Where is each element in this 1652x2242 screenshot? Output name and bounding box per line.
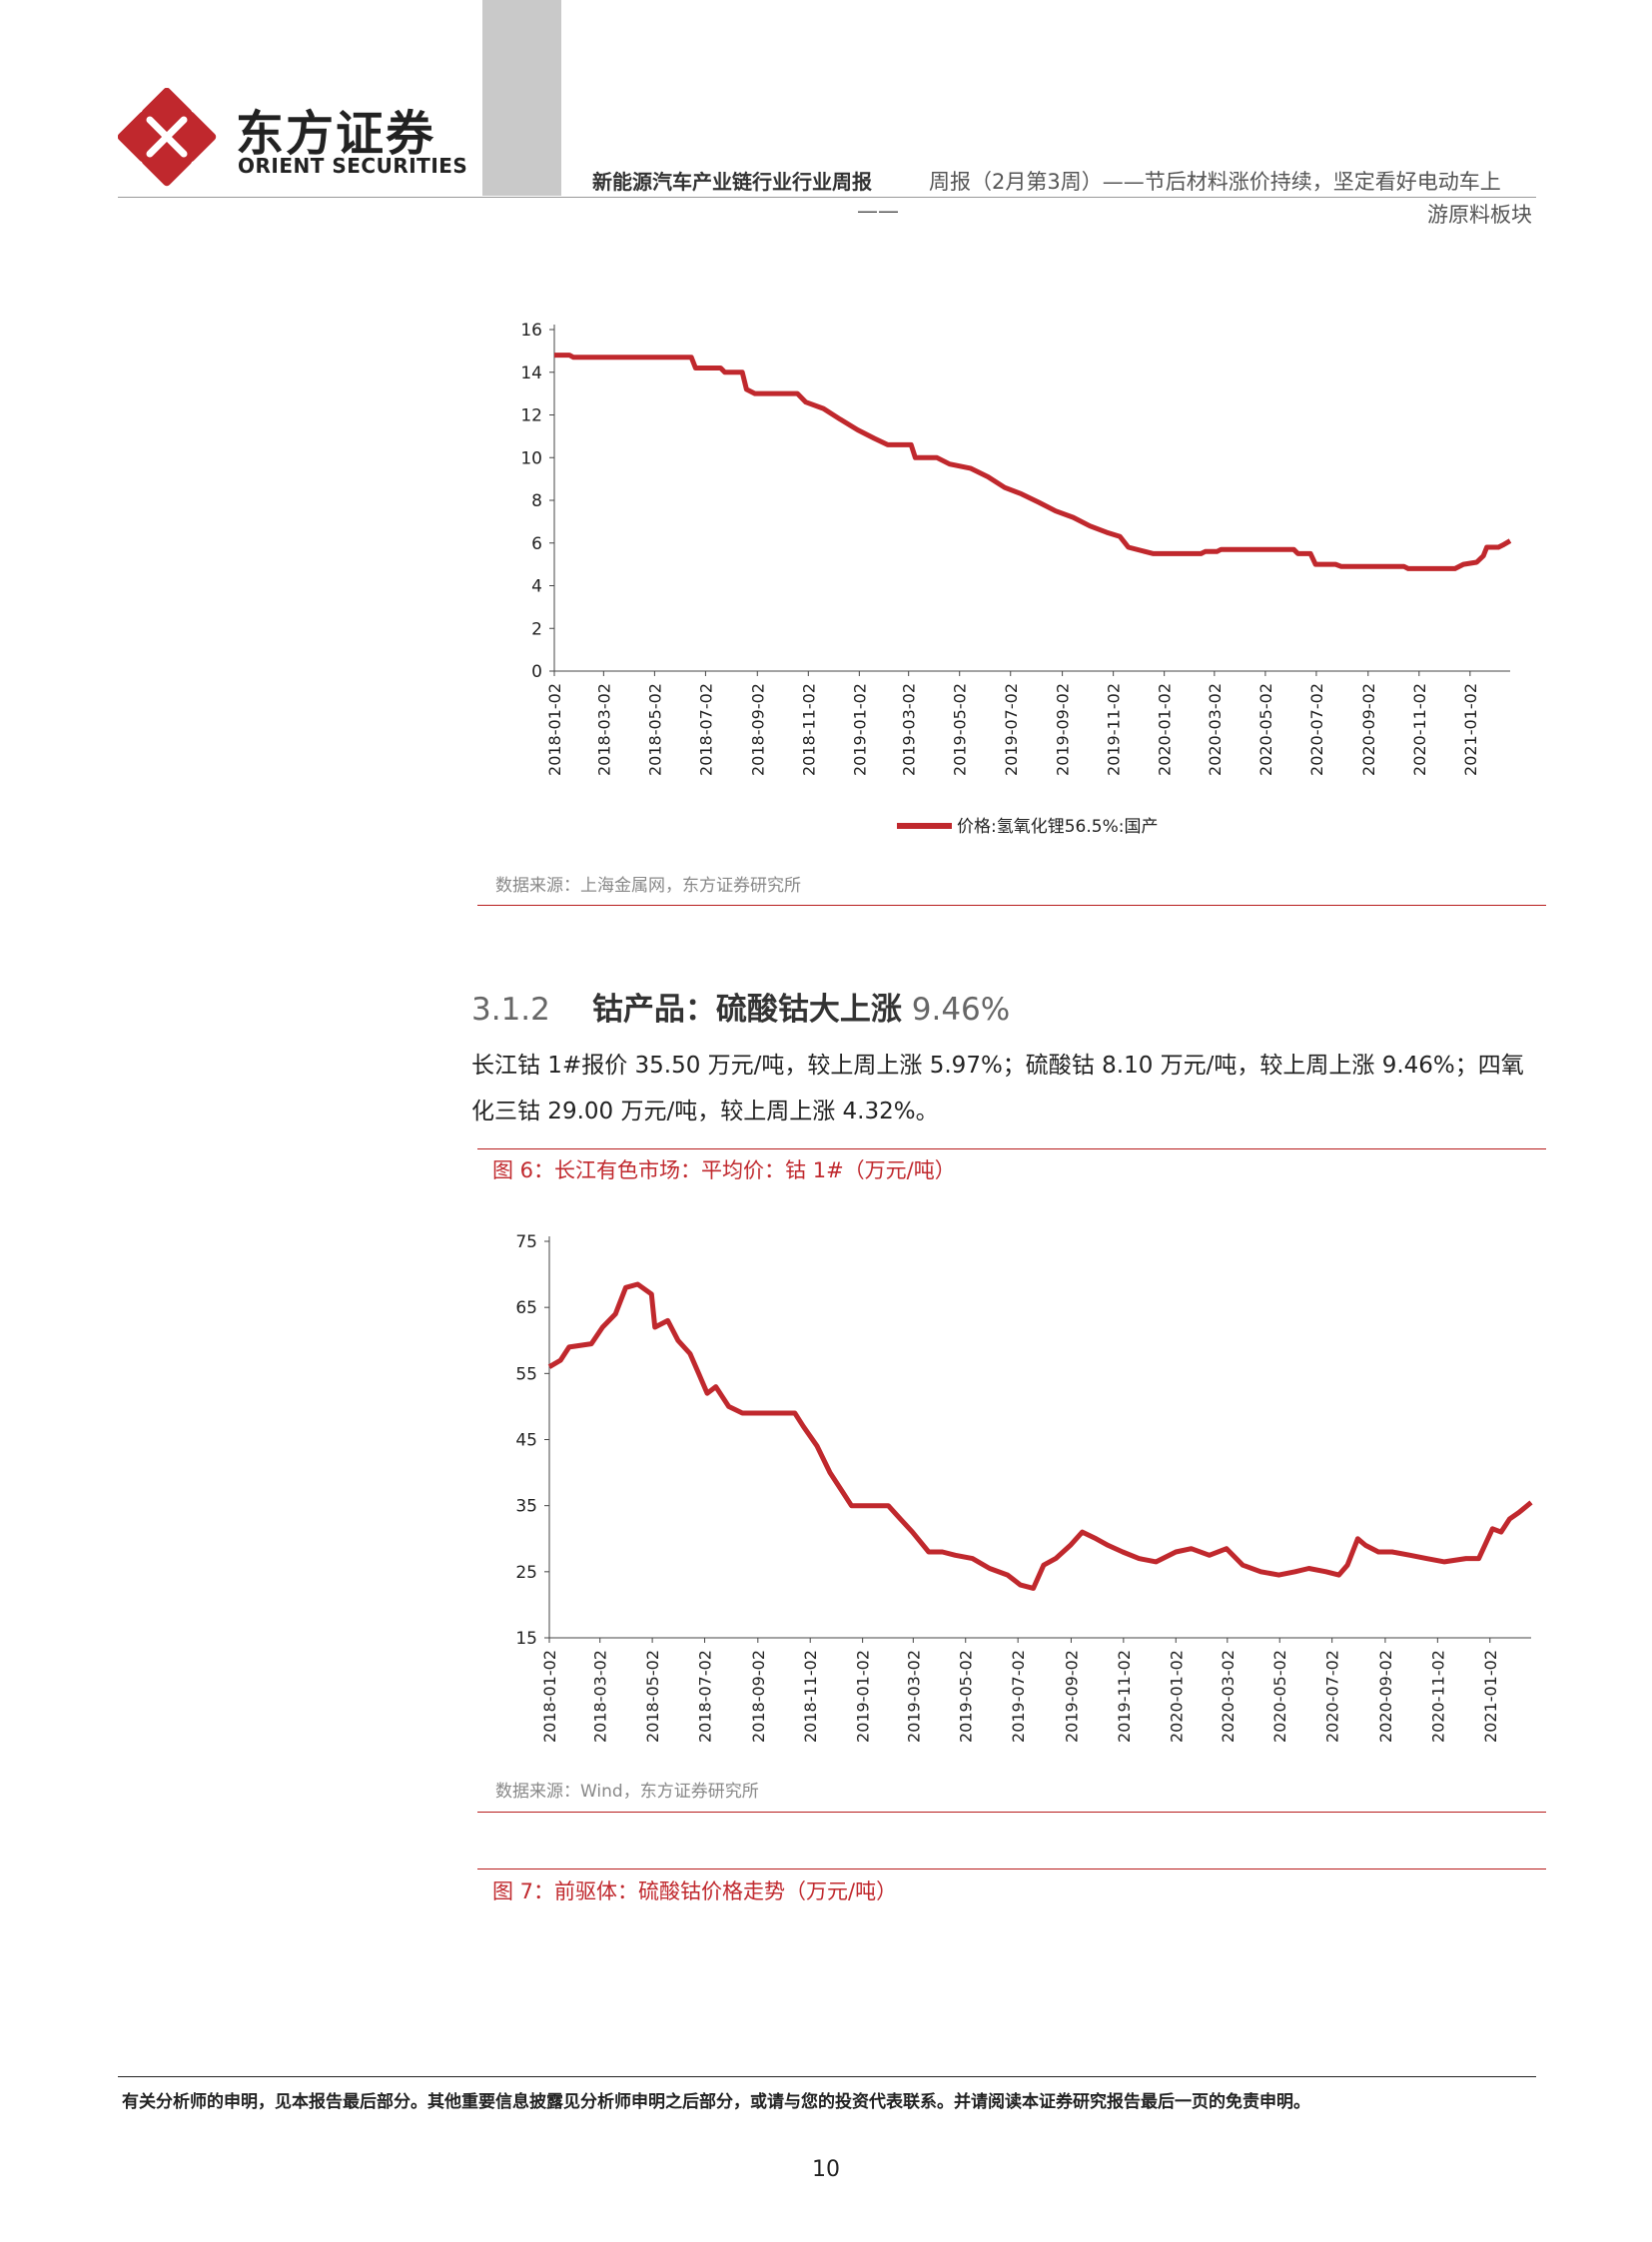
chart2-x-tick-label: 2018-09-02 xyxy=(749,1650,768,1743)
chart2-x-tick-label: 2019-09-02 xyxy=(1062,1650,1081,1743)
chart1-x-tick-label: 2018-09-02 xyxy=(748,683,767,776)
chart2-x-tick-label: 2019-01-02 xyxy=(854,1650,873,1743)
lithium-hydroxide-price-chart: 0 2 4 6 8 10 12 14 16 2018-01-02 2018-03-02 2018-05… xyxy=(520,321,1512,837)
chart1-x-tick-label: 2019-07-02 xyxy=(1002,683,1021,776)
chart2-x-tick-label: 2020-07-02 xyxy=(1323,1650,1342,1743)
chart1-y-tick-label: 14 xyxy=(520,364,542,383)
footer-divider xyxy=(118,2076,1536,2077)
chart2-x-tick-label: 2018-07-02 xyxy=(696,1650,715,1743)
figure7-caption: 图 7：前驱体：硫酸钴价格走势（万元/吨） xyxy=(492,1879,898,1903)
cobalt-price-chart: 15 25 35 45 55 65 75 2018-01-02 2018-03-02 2018-0… xyxy=(515,1232,1533,1743)
chart1-x-tick-label: 2020-09-02 xyxy=(1359,683,1378,776)
brand-name-cn: 东方证券 xyxy=(236,106,436,162)
chart1-x-tick-label: 2020-07-02 xyxy=(1307,683,1326,776)
chart1-divider xyxy=(477,905,1546,906)
report-title-dash: —— xyxy=(857,199,899,223)
chart2-y-tick-label: 35 xyxy=(515,1497,537,1517)
orient-logo-icon xyxy=(118,88,217,187)
figure6-bottom-divider xyxy=(477,1812,1546,1813)
chart2-y-tick-label: 15 xyxy=(515,1629,537,1649)
chart1-y-tick-label: 8 xyxy=(531,491,542,511)
chart1-x-tick-label: 2018-03-02 xyxy=(594,683,613,776)
report-title-line1: 周报（2月第3周）——节后材料涨价持续，坚定看好电动车上 xyxy=(929,170,1501,194)
chart1-x-tick-label: 2019-05-02 xyxy=(951,683,970,776)
chart2-x-tick-label: 2021-01-02 xyxy=(1481,1650,1500,1743)
chart1-series-line xyxy=(554,353,1512,571)
chart1-x-tick-label: 2020-05-02 xyxy=(1256,683,1275,776)
chart2-x-tick-label: 2018-01-02 xyxy=(540,1650,559,1743)
section-title: 3.1.2 钴产品：硫酸钴大上涨 9.46% xyxy=(471,984,1010,1029)
chart2-x-tick-label: 2019-11-02 xyxy=(1115,1650,1134,1743)
chart2-x-tick-label: 2020-11-02 xyxy=(1428,1650,1447,1743)
figure6-caption: 图 6：长江有色市场：平均价：钴 1#（万元/吨） xyxy=(492,1158,956,1182)
chart1-x-tick-label: 2020-03-02 xyxy=(1206,683,1225,776)
chart1-x-tick-label: 2018-01-02 xyxy=(545,683,564,776)
section-pct: 9.46% xyxy=(911,992,1011,1028)
chart1-x-tick-label: 2021-01-02 xyxy=(1461,683,1480,776)
chart1-x-tick-label: 2018-11-02 xyxy=(799,683,818,776)
figure6-source: 数据来源：Wind，东方证券研究所 xyxy=(495,1782,759,1802)
page-number: 10 xyxy=(812,2157,840,2182)
chart2-y-tick-label: 25 xyxy=(515,1563,537,1583)
chart1-y-tick-label: 0 xyxy=(531,662,542,682)
header-gray-bar xyxy=(482,0,561,196)
chart2-x-tick-label: 2018-11-02 xyxy=(801,1650,820,1743)
chart2-y-tick-label: 45 xyxy=(515,1431,537,1451)
chart2-x-tick-label: 2020-01-02 xyxy=(1167,1650,1186,1743)
figure7-top-divider xyxy=(477,1868,1546,1869)
chart1-source: 数据来源：上海金属网，东方证券研究所 xyxy=(495,876,801,896)
section-number: 3.1.2 xyxy=(471,992,550,1028)
chart1-x-tick-label: 2020-11-02 xyxy=(1410,683,1429,776)
chart1-y-tick-label: 6 xyxy=(531,534,542,554)
section-heading: 钴产品：硫酸钴大上涨 xyxy=(591,992,902,1028)
chart2-x-tick-label: 2020-03-02 xyxy=(1219,1650,1238,1743)
chart1-x-tick-label: 2019-01-02 xyxy=(850,683,869,776)
section-paragraph: 长江钴 1#报价 35.50 万元/吨，较上周上涨 5.97%；硫酸钴 8.10… xyxy=(471,1053,1524,1124)
chart1-x-tick-label: 2018-07-02 xyxy=(696,683,715,776)
chart1-y-tick-label: 12 xyxy=(520,406,542,426)
chart2-y-tick-label: 55 xyxy=(515,1364,537,1384)
chart1-y-tick-label: 16 xyxy=(520,321,542,341)
chart2-x-tick-label: 2019-07-02 xyxy=(1009,1650,1028,1743)
chart2-x-tick-label: 2018-05-02 xyxy=(643,1650,662,1743)
brand-name-en: ORIENT SECURITIES xyxy=(238,154,468,178)
chart1-x-tick-label: 2019-11-02 xyxy=(1105,683,1124,776)
chart2-x-tick-label: 2018-03-02 xyxy=(591,1650,610,1743)
chart1-x-tick-label: 2018-05-02 xyxy=(645,683,664,776)
chart1-x-tick-label: 2019-09-02 xyxy=(1054,683,1073,776)
chart2-x-tick-label: 2019-03-02 xyxy=(904,1650,923,1743)
chart2-x-tick-label: 2019-05-02 xyxy=(957,1650,976,1743)
chart2-series-line xyxy=(547,1281,1533,1591)
chart1-x-tick-label: 2020-01-02 xyxy=(1156,683,1175,776)
chart1-y-tick-label: 10 xyxy=(520,448,542,468)
chart1-y-tick-label: 2 xyxy=(531,619,542,639)
report-title-line2: 游原料板块 xyxy=(1427,203,1532,227)
chart1-y-tick-label: 4 xyxy=(531,577,542,597)
chart2-x-tick-label: 2020-09-02 xyxy=(1376,1650,1395,1743)
chart2-x-tick-label: 2020-05-02 xyxy=(1270,1650,1289,1743)
chart1-legend-label: 价格:氢氧化锂56.5%:国产 xyxy=(957,817,1158,837)
figure6-top-divider xyxy=(477,1148,1546,1149)
header-divider xyxy=(118,197,1536,198)
chart1-x-tick-label: 2019-03-02 xyxy=(900,683,919,776)
chart2-y-tick-label: 75 xyxy=(515,1232,537,1252)
footer-disclaimer: 有关分析师的申明，见本报告最后部分。其他重要信息披露见分析师申明之后部分，或请与… xyxy=(122,2092,1310,2112)
report-series: 新能源汽车产业链行业行业周报 xyxy=(592,170,872,194)
chart2-y-tick-label: 65 xyxy=(515,1298,537,1318)
